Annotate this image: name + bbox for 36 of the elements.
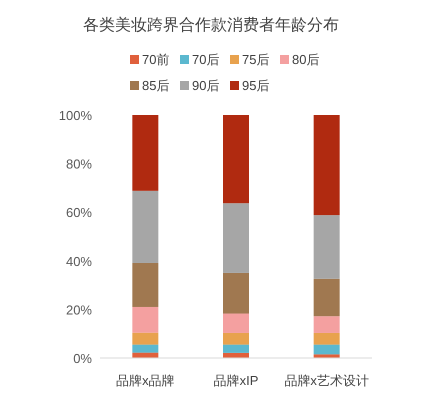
bar	[132, 262, 158, 307]
bar	[132, 332, 158, 345]
y-tick-label: 40%	[66, 254, 92, 269]
chart-title: 各类美妆跨界合作款消费者年龄分布	[83, 16, 339, 34]
y-tick-label: 0%	[73, 351, 92, 366]
y-tick-label: 100%	[58, 108, 92, 123]
bar	[314, 215, 340, 279]
legend-label: 70后	[192, 52, 220, 67]
x-tick-label: 品牌x品牌	[116, 373, 175, 388]
legend-label: 90后	[192, 78, 220, 93]
bar	[314, 344, 340, 354]
bar	[314, 278, 340, 316]
legend-label: 95后	[242, 78, 270, 93]
bar	[314, 332, 340, 345]
bar	[223, 203, 249, 273]
bar	[314, 115, 340, 216]
bar	[223, 344, 249, 353]
bar	[223, 314, 249, 333]
bar	[223, 115, 249, 204]
x-tick-label: 品牌x艺术设计	[284, 373, 369, 388]
bar	[314, 316, 340, 333]
legend-label: 80后	[292, 52, 320, 67]
y-tick-label: 80%	[66, 156, 92, 172]
legend-label: 70前	[142, 52, 170, 67]
y-tick-label: 60%	[66, 205, 92, 220]
bar	[223, 272, 249, 314]
y-tick-label: 20%	[66, 302, 92, 318]
legend-label: 75后	[242, 52, 270, 67]
bar	[132, 306, 158, 333]
bar	[132, 190, 158, 263]
bar	[132, 115, 158, 191]
bar	[132, 352, 158, 358]
legend-label: 85后	[142, 78, 170, 93]
bar	[132, 344, 158, 353]
x-tick-label: 品牌xIP	[214, 373, 258, 388]
bar	[223, 332, 249, 345]
